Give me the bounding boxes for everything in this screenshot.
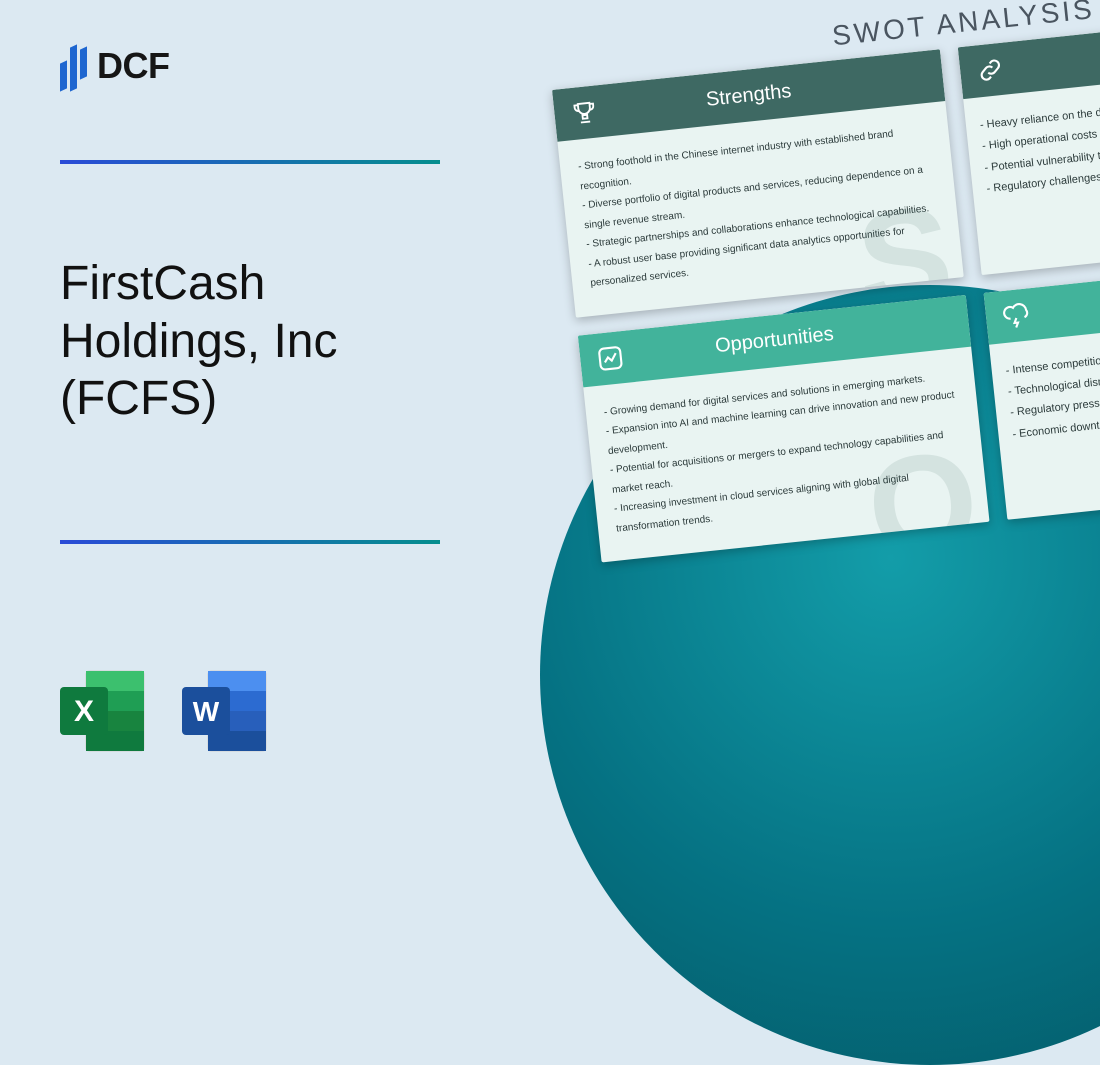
- excel-icon: X: [56, 665, 148, 757]
- page-title: FirstCash Holdings, Inc (FCFS): [60, 255, 337, 428]
- swot-card-title: Opportunities: [714, 323, 835, 358]
- svg-text:W: W: [193, 696, 220, 727]
- trophy-icon: [569, 97, 600, 128]
- swot-card-opportunities: Opportunities - Growing demand for digit…: [578, 294, 990, 562]
- brand-name: DCF: [97, 45, 170, 87]
- divider-top: [60, 160, 440, 164]
- app-icons-row: X W: [56, 665, 270, 757]
- title-line: Holdings, Inc: [60, 315, 337, 368]
- title-line: (FCFS): [60, 372, 217, 425]
- word-icon: W: [178, 665, 270, 757]
- swot-card-strengths: Strengths - Strong foothold in the Chine…: [552, 49, 964, 317]
- swot-card-weaknesses: - Heavy reliance on the domestic - High …: [958, 16, 1100, 275]
- link-icon: [975, 55, 1006, 86]
- swot-card-title: Strengths: [705, 80, 793, 112]
- swot-card-header: [984, 261, 1100, 344]
- logo-mark-icon: [60, 42, 87, 90]
- swot-grid: Strengths - Strong foothold in the Chine…: [552, 16, 1100, 562]
- growth-icon: [595, 342, 626, 373]
- swot-card-threats: - Intense competition - Technological di…: [984, 261, 1100, 520]
- title-line: FirstCash: [60, 257, 265, 310]
- infographic-canvas: DCF FirstCash Holdings, Inc (FCFS) X: [0, 0, 1100, 805]
- swot-panel: SWOT ANALYSIS Strengths - Strong foothol…: [552, 16, 1100, 562]
- brand-logo: DCF: [60, 42, 170, 90]
- storm-icon: [1001, 300, 1032, 331]
- divider-bottom: [60, 540, 440, 544]
- svg-text:X: X: [74, 695, 94, 728]
